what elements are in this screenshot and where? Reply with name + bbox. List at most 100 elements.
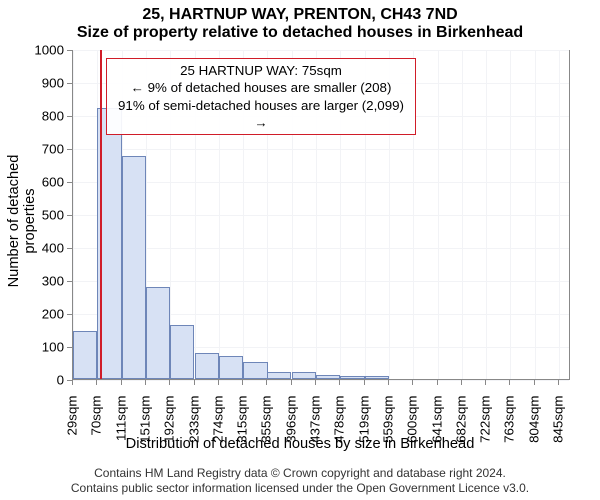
histogram-bar [170,325,194,379]
xtick-label: 763sqm [502,396,517,444]
xtick-label: 233sqm [186,396,201,444]
ytick-mark [67,248,72,249]
xtick-mark [461,380,462,385]
xtick-label: 396sqm [283,396,298,444]
xtick-mark [388,380,389,385]
ytick-mark [67,281,72,282]
histogram-bar [243,362,267,379]
xtick-mark [339,380,340,385]
xtick-label: 355sqm [259,396,274,444]
gridline-v [73,50,74,379]
xtick-label: 315sqm [235,396,250,444]
xtick-label: 274sqm [210,396,225,444]
attribution: Contains HM Land Registry data © Crown c… [0,466,600,496]
xtick-label: 29sqm [65,396,80,444]
xtick-mark [96,380,97,385]
gridline-h [73,215,569,216]
xtick-mark [315,380,316,385]
xtick-label: 641sqm [429,396,444,444]
xtick-mark [485,380,486,385]
ytick-mark [67,215,72,216]
annotation-line-3: 91% of semi-detached houses are larger (… [113,97,409,132]
xtick-mark [509,380,510,385]
ytick-label: 300 [0,274,64,289]
xtick-label: 519sqm [356,396,371,444]
xtick-label: 600sqm [405,396,420,444]
xtick-label: 478sqm [332,396,347,444]
ytick-label: 200 [0,307,64,322]
xtick-mark [242,380,243,385]
xtick-label: 111sqm [113,396,128,444]
histogram-bar [73,331,97,379]
histogram-bar [195,353,219,379]
ytick-label: 1000 [0,43,64,58]
gridline-v [510,50,511,379]
annotation-box: 25 HARTNUP WAY: 75sqm ← 9% of detached h… [106,58,416,135]
ytick-mark [67,182,72,183]
xtick-label: 682sqm [453,396,468,444]
attribution-line-1: Contains HM Land Registry data © Crown c… [0,466,600,481]
histogram-bar [122,156,146,379]
gridline-h [73,50,569,51]
ytick-label: 0 [0,373,64,388]
chart-subtitle: Size of property relative to detached ho… [0,24,600,42]
xtick-label: 722sqm [477,396,492,444]
ytick-mark [67,347,72,348]
xtick-mark [291,380,292,385]
gridline-h [73,380,569,381]
xtick-mark [266,380,267,385]
ytick-label: 700 [0,142,64,157]
histogram-bar [219,356,243,379]
chart-container: { "title": { "line1": "25, HARTNUP WAY, … [0,0,600,500]
histogram-bar [146,287,170,379]
ytick-label: 900 [0,76,64,91]
xtick-label: 437sqm [308,396,323,444]
xtick-mark [558,380,559,385]
chart-title: 25, HARTNUP WAY, PRENTON, CH43 7ND [0,6,600,24]
xtick-label: 845sqm [551,396,566,444]
xtick-mark [534,380,535,385]
gridline-h [73,281,569,282]
gridline-h [73,248,569,249]
xtick-mark [364,380,365,385]
attribution-line-2: Contains public sector information licen… [0,481,600,496]
reference-line [100,50,102,379]
ytick-label: 400 [0,241,64,256]
annotation-line-2: ← 9% of detached houses are smaller (208… [113,79,409,96]
xtick-mark [72,380,73,385]
histogram-bar [292,372,316,379]
histogram-bar [316,375,340,379]
ytick-mark [67,116,72,117]
gridline-v [438,50,439,379]
xtick-mark [121,380,122,385]
histogram-bar [340,376,364,379]
ytick-mark [67,83,72,84]
gridline-h [73,182,569,183]
ytick-label: 800 [0,109,64,124]
xtick-label: 804sqm [526,396,541,444]
xtick-label: 151sqm [137,396,152,444]
gridline-v [462,50,463,379]
xtick-mark [145,380,146,385]
xtick-label: 559sqm [380,396,395,444]
xtick-mark [194,380,195,385]
ytick-mark [67,50,72,51]
ytick-label: 500 [0,208,64,223]
ytick-label: 100 [0,340,64,355]
gridline-v [559,50,560,379]
xtick-mark [169,380,170,385]
xtick-mark [412,380,413,385]
xtick-mark [437,380,438,385]
ytick-label: 600 [0,175,64,190]
gridline-h [73,149,569,150]
gridline-v [535,50,536,379]
ytick-mark [67,149,72,150]
xtick-mark [218,380,219,385]
histogram-bar [365,376,389,379]
gridline-v [486,50,487,379]
xtick-label: 192sqm [162,396,177,444]
annotation-line-1: 25 HARTNUP WAY: 75sqm [113,62,409,79]
xtick-label: 70sqm [89,396,104,444]
histogram-bar [267,372,291,379]
ytick-mark [67,314,72,315]
